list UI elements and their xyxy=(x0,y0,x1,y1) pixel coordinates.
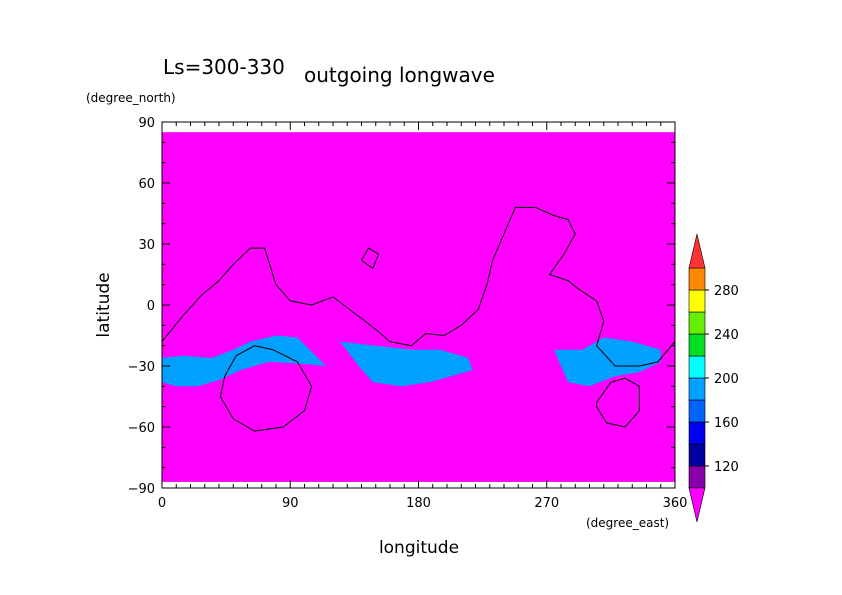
fill-band-6 xyxy=(162,132,675,482)
contour-line-2 xyxy=(219,345,313,432)
colorbar-bin xyxy=(688,465,706,489)
x-tick-label: 360 xyxy=(663,496,688,511)
chart-subtitle: Ls=300-330 xyxy=(163,55,285,79)
colorbar-bin xyxy=(688,267,706,291)
colorbar-bin xyxy=(688,333,706,357)
colorbar-bin xyxy=(688,421,706,445)
colorbar-bin xyxy=(688,443,706,467)
colorbar-tick-label: 240 xyxy=(714,328,739,343)
chart-title: outgoing longwave xyxy=(304,63,495,87)
colorbar: 120 160 200 240 280 xyxy=(688,233,739,523)
y-tick-label: 60 xyxy=(138,177,155,192)
x-tick-label: 270 xyxy=(534,496,559,511)
colorbar-tick-label: 120 xyxy=(714,460,739,475)
y-tick-label: 30 xyxy=(138,238,155,253)
fill-patch-1 xyxy=(340,341,473,387)
contour-line-3 xyxy=(596,377,640,428)
contour-line-0 xyxy=(162,206,675,367)
colorbar-bin xyxy=(688,377,706,401)
x-tick-label: 0 xyxy=(158,496,166,511)
colorbar-bin xyxy=(688,289,706,313)
x-axis-units: (degree_east) xyxy=(586,516,669,530)
colorbar-bin xyxy=(688,355,706,379)
contour-fill-area xyxy=(162,122,675,488)
y-tick-label: 0 xyxy=(147,299,155,314)
x-tick-label: 180 xyxy=(406,496,431,511)
contour-line-1 xyxy=(361,247,380,270)
colorbar-tick-label: 160 xyxy=(714,416,739,431)
colorbar-bin xyxy=(688,399,706,423)
colorbar-tick-label: 200 xyxy=(714,372,739,387)
contour-line-group xyxy=(162,206,675,432)
colorbar-bin xyxy=(688,311,706,335)
colorbar-tick-label: 280 xyxy=(714,284,739,299)
y-tick-label: −90 xyxy=(128,482,155,497)
x-tick-label: 90 xyxy=(282,496,299,511)
colorbar-under-arrow xyxy=(688,487,706,523)
y-axis-units: (degree_north) xyxy=(86,91,176,105)
x-axis-label: longitude xyxy=(379,538,459,558)
axis-ticks: 0 90 180 270 360 90 60 30 0 −30 −60 −90 xyxy=(128,116,688,511)
fill-patch-0 xyxy=(162,335,326,387)
colorbar-over-arrow xyxy=(688,233,706,269)
y-tick-label: −30 xyxy=(128,360,155,375)
y-axis-label: latitude xyxy=(94,272,114,337)
fill-patch-2 xyxy=(553,337,661,387)
y-tick-label: 90 xyxy=(138,116,155,131)
y-tick-label: −60 xyxy=(128,421,155,436)
